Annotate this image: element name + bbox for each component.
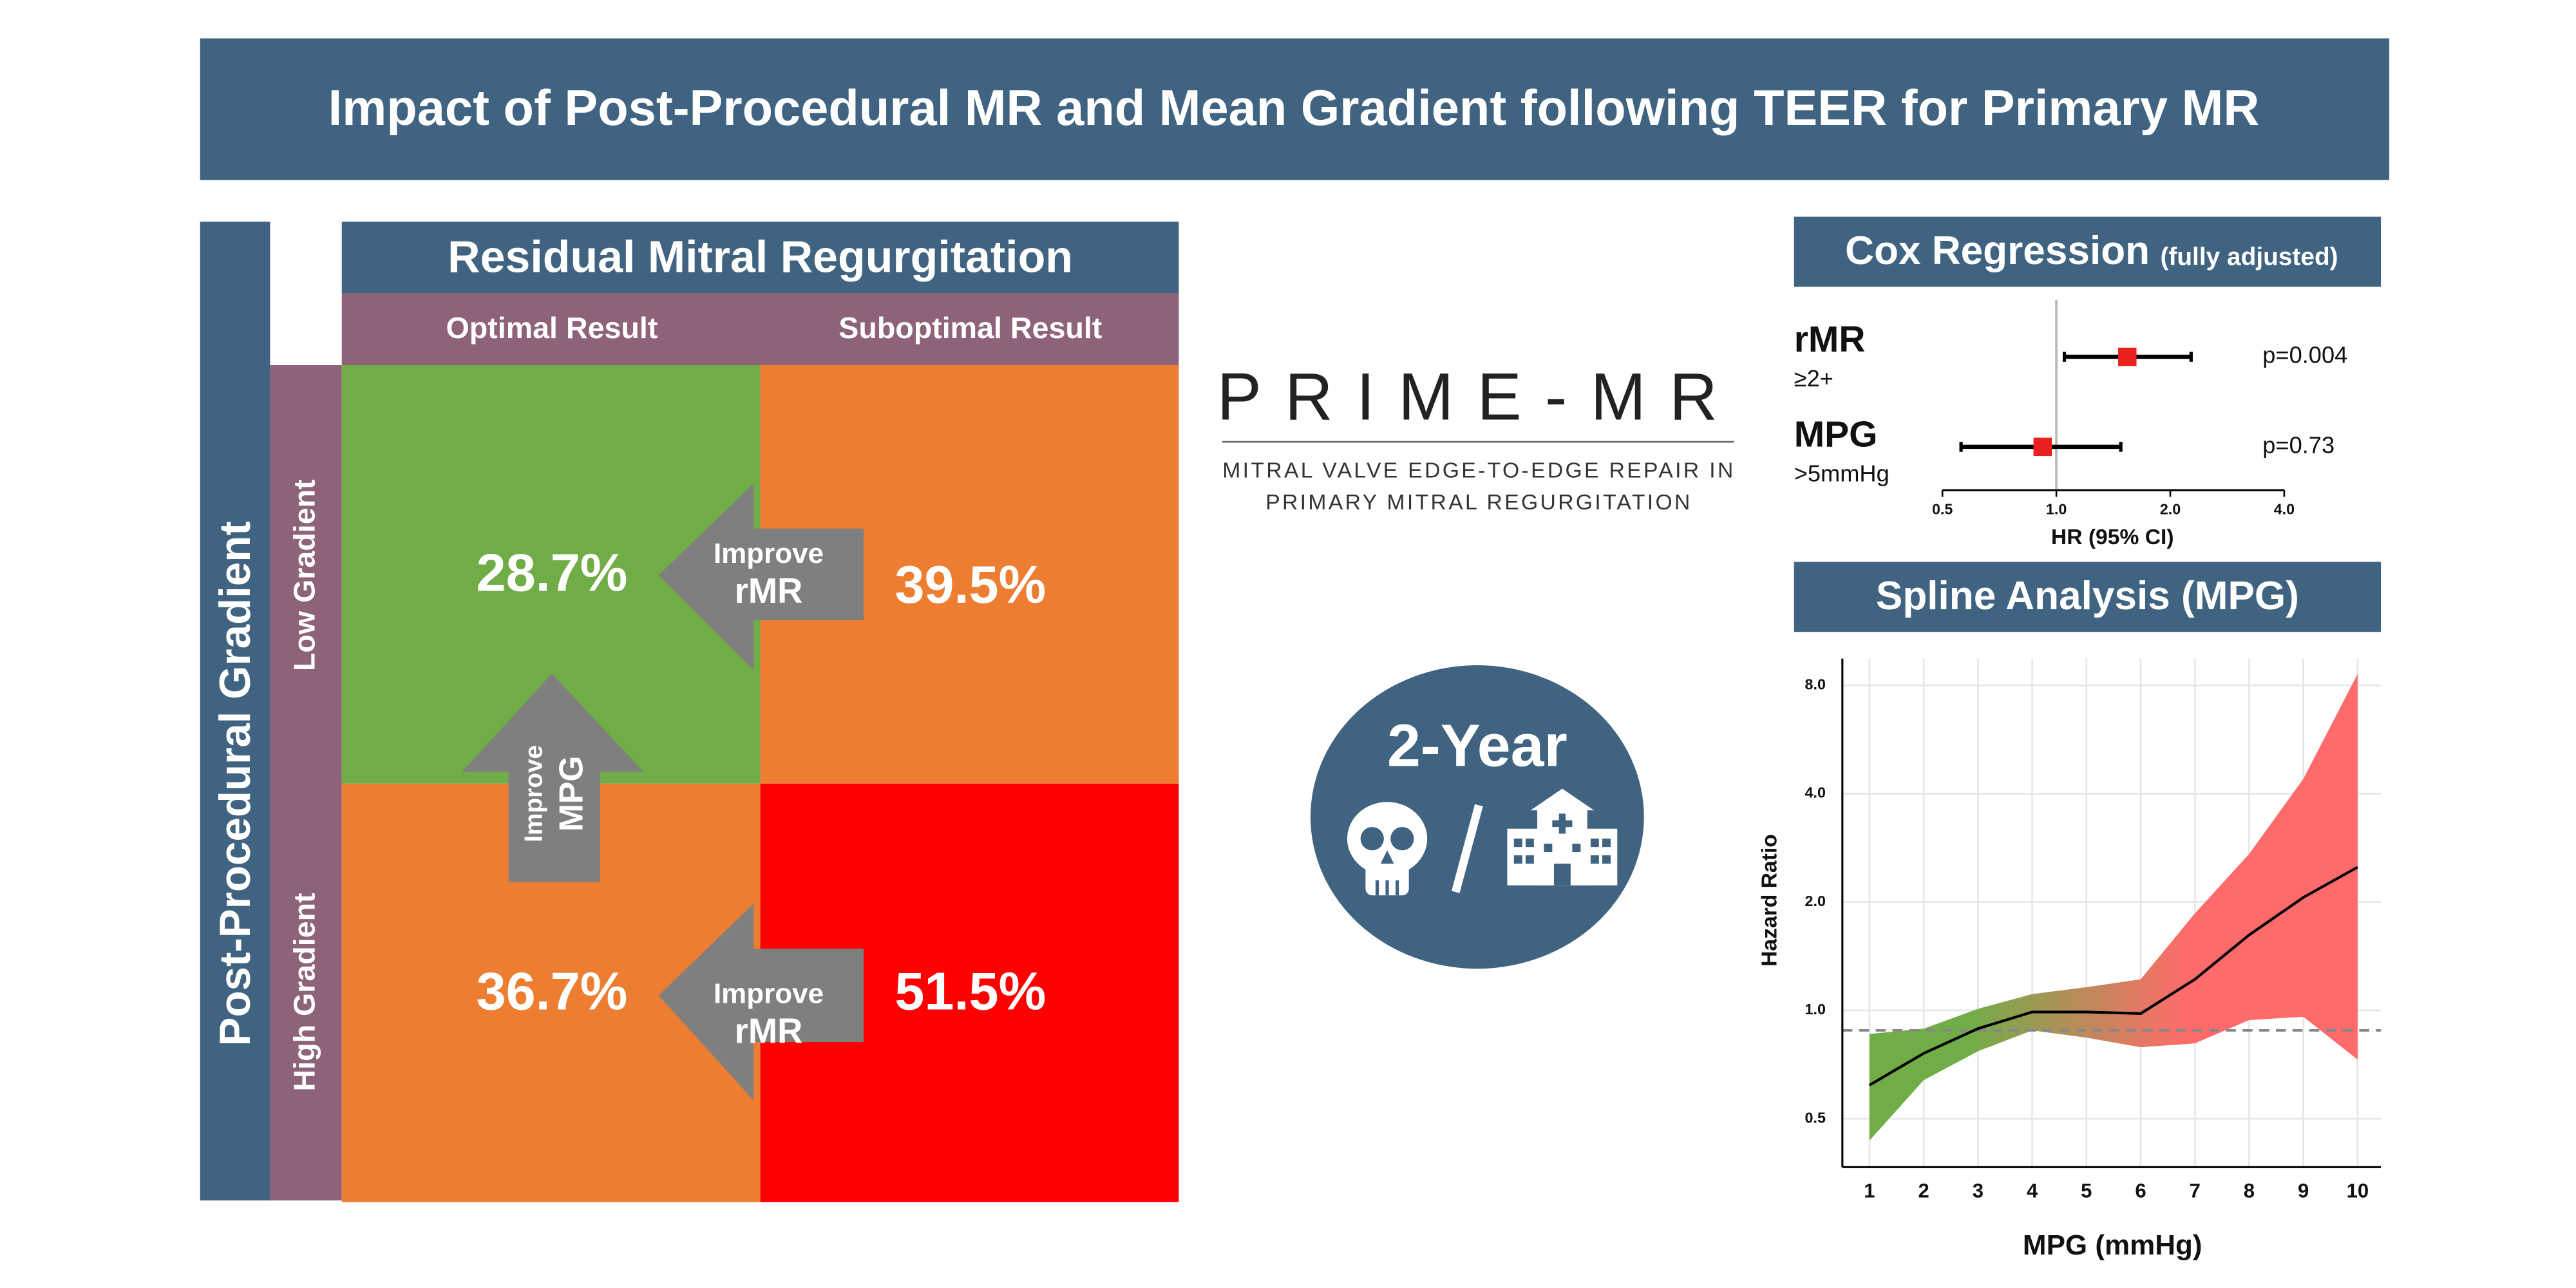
row-header: Post-Procedural Gradient (211, 521, 260, 1046)
outcome-label: 2-Year (1387, 712, 1567, 779)
y-tick-label: 0.5 (1805, 1109, 1826, 1126)
cox-qualifier: (fully adjusted) (2160, 243, 2338, 271)
x-tick-label: 6 (2135, 1179, 2146, 1202)
y-tick-label: 2.0 (1805, 893, 1826, 909)
hr-point (2118, 347, 2137, 366)
col-header-bar (341, 222, 1179, 294)
cox-xlabel: HR (95% CI) (2051, 526, 2174, 549)
x-tick-label: 1 (1864, 1179, 1875, 1202)
title-bar (200, 38, 2390, 180)
cox-title: Cox Regression (1845, 229, 2150, 273)
x-tick-label: 4 (2027, 1179, 2038, 1202)
y-tick-label: 4.0 (1805, 784, 1826, 801)
arrow-label: MPG (552, 755, 589, 831)
arrow-label: rMR (735, 571, 803, 611)
row-label: High Gradient (288, 893, 321, 1091)
x-tick-label: 7 (2190, 1179, 2201, 1202)
col-header: Residual Mitral Regurgitation (448, 231, 1073, 281)
x-tick-label: 8 (2244, 1179, 2255, 1202)
col-label: Optimal Result (446, 311, 658, 345)
spline-title: Spline Analysis (MPG) (1876, 574, 2299, 618)
cell-value: 39.5% (895, 554, 1046, 614)
arrow (462, 673, 644, 882)
logo-subtitle: MITRAL VALVE EDGE-TO-EDGE REPAIR IN (1222, 459, 1735, 483)
spline-ylabel: Hazard Ratio (1757, 834, 1781, 967)
cell-value: 36.7% (477, 961, 628, 1021)
logo-name: PRIME-MR (1217, 359, 1741, 433)
row-label-bar (270, 365, 342, 1201)
row-name: MPG (1794, 413, 1878, 455)
row-sub: ≥2+ (1794, 365, 1833, 392)
row-sub: >5mmHg (1794, 460, 1889, 486)
x-tick-label: 10 (2347, 1179, 2369, 1202)
arrow (658, 904, 864, 1101)
y-tick-label: 1.0 (1805, 1001, 1826, 1018)
arrow-label: Improve (714, 538, 824, 569)
cox-header (1794, 216, 2382, 287)
x-tick-label: 0.5 (1932, 500, 1953, 517)
y-tick-label: 8.0 (1805, 676, 1826, 692)
arrow-label: Improve (520, 745, 547, 842)
arrow-label: rMR (735, 1012, 803, 1051)
hr-point (2033, 437, 2052, 457)
col-label: Suboptimal Result (838, 311, 1102, 345)
x-tick-label: 5 (2081, 1179, 2092, 1202)
x-tick-label: 2.0 (2160, 500, 2181, 517)
row-header-bar (200, 222, 270, 1201)
hospital-icon (1507, 788, 1618, 886)
separator (1451, 804, 1483, 893)
skull-icon (1347, 802, 1428, 896)
ci-band (1869, 674, 2358, 1141)
title: Impact of Post-Procedural MR and Mean Gr… (328, 80, 2260, 136)
x-tick-label: 1.0 (2046, 500, 2067, 517)
arrow (658, 483, 864, 670)
spline-xlabel: MPG (mmHg) (2023, 1229, 2202, 1261)
cell-value: 51.5% (895, 961, 1046, 1021)
col-label-bar (341, 293, 1179, 365)
spline-line (1868, 866, 2358, 1086)
row-label: Low Gradient (288, 479, 321, 671)
x-tick-label: 9 (2298, 1179, 2309, 1202)
p-value: p=0.73 (2262, 431, 2334, 458)
x-tick-label: 2 (1918, 1179, 1929, 1202)
x-tick-label: 3 (1973, 1179, 1984, 1202)
x-tick-label: 4.0 (2274, 500, 2295, 517)
logo-subtitle: PRIMARY MITRAL REGURGITATION (1265, 491, 1692, 515)
p-value: p=0.004 (2262, 342, 2347, 368)
row-name: rMR (1794, 319, 1866, 360)
arrow-label: Improve (714, 978, 824, 1009)
spline-header (1794, 562, 2382, 632)
cell-value: 28.7% (477, 543, 628, 603)
